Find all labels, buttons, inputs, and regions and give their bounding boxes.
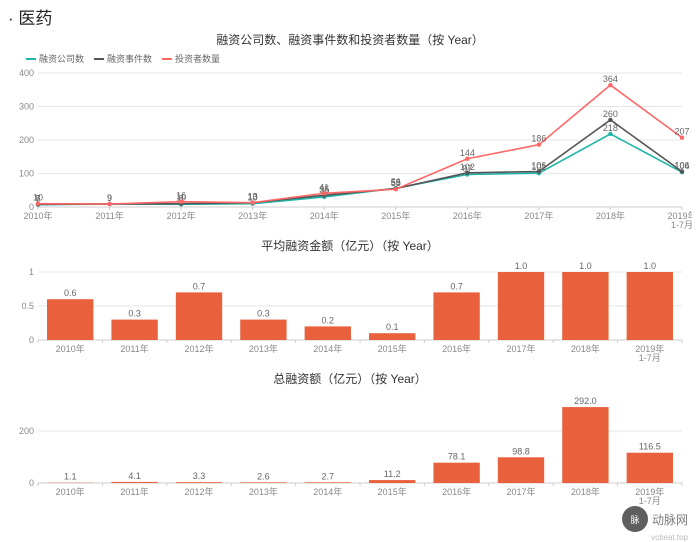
- svg-text:0.1: 0.1: [386, 322, 399, 332]
- svg-text:2016年: 2016年: [442, 486, 471, 497]
- svg-text:1-7月: 1-7月: [639, 353, 661, 363]
- svg-text:2017年: 2017年: [506, 343, 535, 354]
- svg-text:0.7: 0.7: [450, 281, 463, 291]
- legend-item: 融资公司数: [26, 52, 84, 65]
- svg-text:2.7: 2.7: [322, 471, 335, 481]
- svg-text:2012年: 2012年: [184, 343, 213, 354]
- svg-text:106: 106: [674, 160, 689, 170]
- svg-text:2011年: 2011年: [95, 210, 123, 221]
- svg-text:116.5: 116.5: [639, 442, 661, 452]
- svg-text:2014年: 2014年: [310, 210, 339, 221]
- total-chart-title: 总融资额（亿元）（按 Year）: [8, 370, 692, 387]
- svg-text:10: 10: [33, 193, 43, 203]
- svg-text:78.1: 78.1: [448, 452, 466, 462]
- svg-text:16: 16: [176, 191, 186, 201]
- svg-text:2016年: 2016年: [442, 343, 471, 354]
- svg-text:1.0: 1.0: [579, 261, 592, 271]
- svg-text:300: 300: [19, 102, 34, 112]
- legend-item: 融资事件数: [94, 52, 152, 65]
- svg-text:144: 144: [460, 148, 475, 158]
- legend-swatch: [94, 58, 104, 60]
- svg-text:0.7: 0.7: [193, 281, 206, 291]
- legend-item: 投资者数量: [162, 52, 220, 65]
- svg-text:2018年: 2018年: [596, 210, 625, 221]
- avg-chart-title: 平均融资金额（亿元）（按 Year）: [8, 237, 692, 254]
- svg-text:1.0: 1.0: [644, 261, 657, 271]
- svg-text:2015年: 2015年: [381, 210, 410, 221]
- legend-swatch: [26, 58, 36, 60]
- svg-text:102: 102: [460, 162, 475, 172]
- svg-text:41: 41: [319, 182, 329, 192]
- svg-text:2011年: 2011年: [120, 486, 148, 497]
- svg-text:0.5: 0.5: [21, 301, 34, 311]
- svg-text:2010年: 2010年: [23, 210, 52, 221]
- legend-label: 融资事件数: [107, 52, 152, 65]
- svg-text:2014年: 2014年: [313, 486, 342, 497]
- svg-text:1-7月: 1-7月: [639, 496, 661, 506]
- svg-text:2012年: 2012年: [167, 210, 196, 221]
- svg-text:2013年: 2013年: [249, 486, 278, 497]
- svg-text:292.0: 292.0: [574, 396, 597, 406]
- svg-text:1.0: 1.0: [515, 261, 528, 271]
- svg-text:2016年: 2016年: [453, 210, 482, 221]
- svg-text:207: 207: [674, 127, 689, 137]
- svg-text:0.6: 0.6: [64, 288, 77, 298]
- svg-text:11.2: 11.2: [384, 469, 401, 479]
- svg-text:2018年: 2018年: [571, 343, 600, 354]
- svg-text:0: 0: [29, 478, 34, 488]
- svg-text:2013年: 2013年: [238, 210, 267, 221]
- line-chart: 01002003004002010年2011年2012年2013年2014年20…: [8, 65, 692, 235]
- svg-text:1: 1: [29, 267, 34, 277]
- svg-text:1-7月: 1-7月: [671, 220, 692, 230]
- legend-label: 融资公司数: [39, 52, 84, 65]
- svg-text:2017年: 2017年: [524, 210, 553, 221]
- svg-text:2010年: 2010年: [56, 343, 85, 354]
- watermark-sub: vcbeat.top: [651, 533, 688, 542]
- line-chart-title: 融资公司数、融资事件数和投资者数量（按 Year）: [8, 31, 692, 48]
- svg-text:0.3: 0.3: [128, 309, 141, 319]
- legend-swatch: [162, 58, 172, 60]
- page-title: · 医药: [8, 4, 692, 29]
- svg-text:1.1: 1.1: [64, 472, 77, 482]
- svg-text:2015年: 2015年: [378, 486, 407, 497]
- svg-text:2017年: 2017年: [506, 486, 535, 497]
- bar-chart-total: 0 200 1.1 2010年 4.1 2011年 3.3 2012年 2.6 2013年 2.7 2…: [8, 391, 692, 511]
- svg-text:2013年: 2013年: [249, 343, 278, 354]
- svg-text:0: 0: [29, 335, 34, 345]
- svg-text:106: 106: [531, 160, 546, 170]
- svg-text:0.2: 0.2: [322, 315, 335, 325]
- svg-text:186: 186: [531, 134, 546, 144]
- svg-text:200: 200: [19, 135, 34, 145]
- svg-text:2.6: 2.6: [257, 471, 270, 481]
- svg-text:2018年: 2018年: [571, 486, 600, 497]
- legend: 融资公司数 融资事件数 投资者数量: [26, 52, 692, 65]
- svg-text:100: 100: [19, 169, 34, 179]
- svg-text:98.8: 98.8: [512, 446, 530, 456]
- chart-container: · 医药 融资公司数、融资事件数和投资者数量（按 Year） 融资公司数 融资事件…: [0, 0, 700, 540]
- svg-text:400: 400: [19, 68, 34, 78]
- svg-text:53: 53: [391, 178, 401, 188]
- bar-chart-avg: 0 0.5 1 0.6 2010年 0.3 2011年 0.7 2012年 0.3 2013年 0.2…: [8, 258, 692, 368]
- svg-text:2011年: 2011年: [120, 343, 148, 354]
- svg-text:364: 364: [603, 74, 618, 84]
- svg-text:200: 200: [19, 426, 34, 436]
- svg-text:0.3: 0.3: [257, 309, 270, 319]
- svg-text:4.1: 4.1: [128, 471, 141, 481]
- svg-text:2015年: 2015年: [378, 343, 407, 354]
- svg-text:2012年: 2012年: [184, 486, 213, 497]
- svg-text:2010年: 2010年: [56, 486, 85, 497]
- legend-label: 投资者数量: [175, 52, 220, 65]
- svg-text:13: 13: [248, 192, 258, 202]
- svg-text:2014年: 2014年: [313, 343, 342, 354]
- svg-text:9: 9: [107, 193, 112, 203]
- svg-text:260: 260: [603, 109, 618, 119]
- svg-text:3.3: 3.3: [193, 471, 206, 481]
